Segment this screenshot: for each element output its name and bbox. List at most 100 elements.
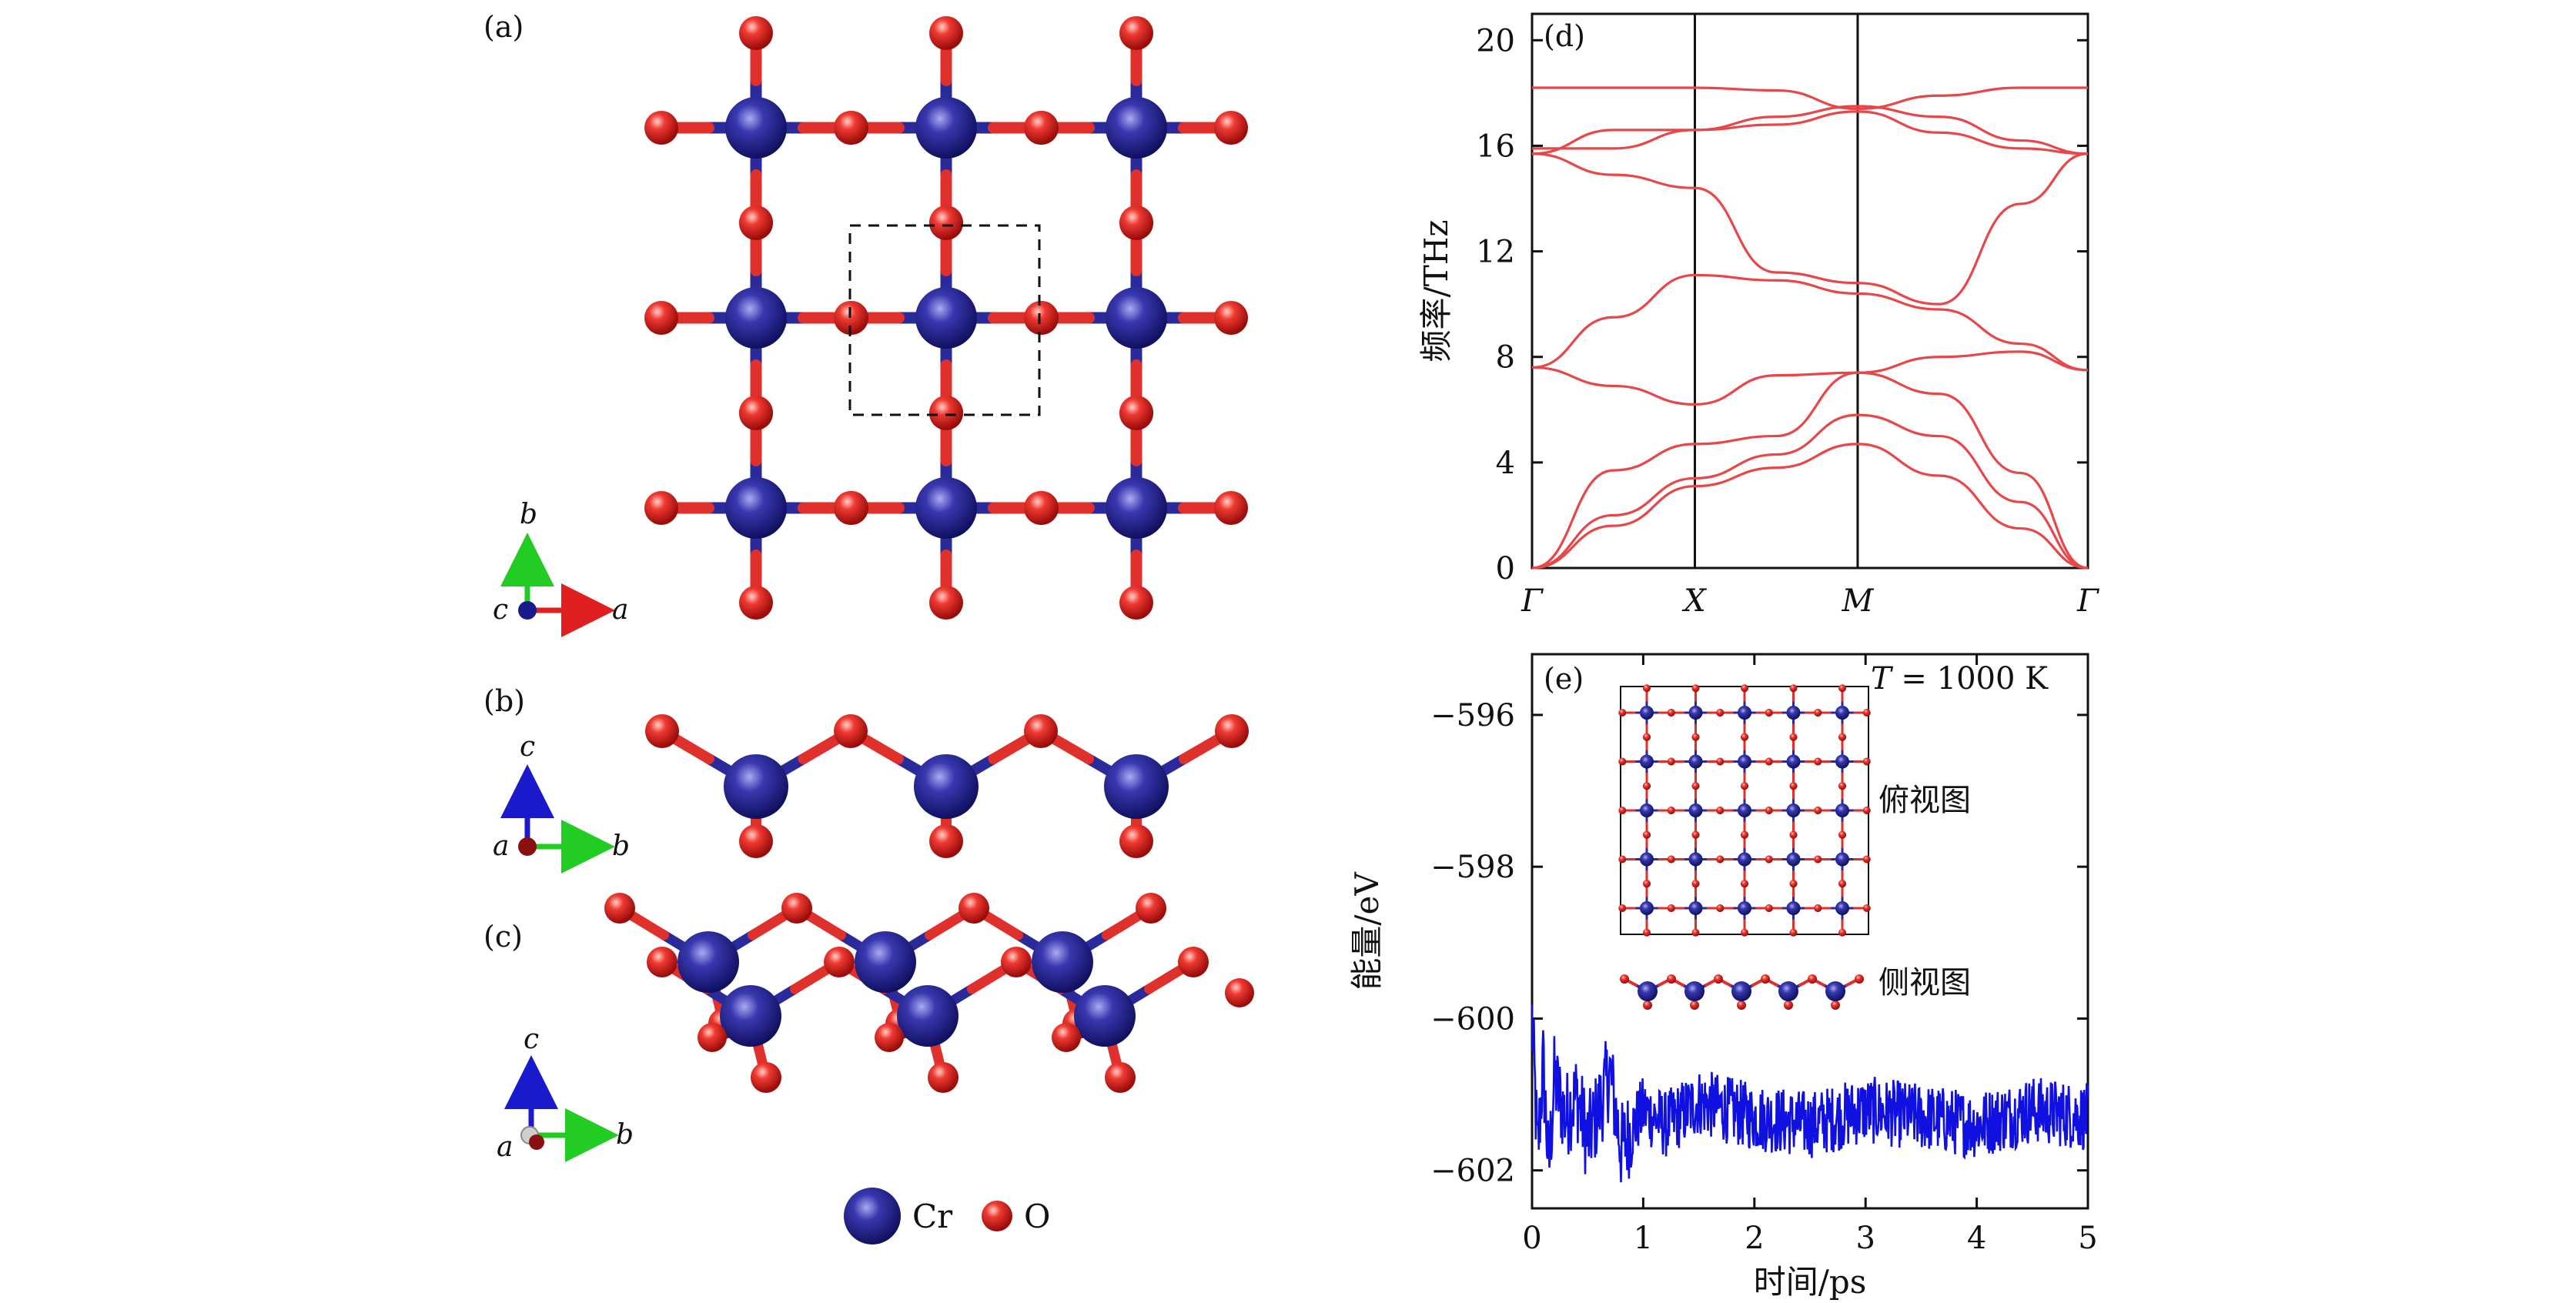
o-atom [1814,855,1822,864]
cr-atom [1106,287,1167,349]
o-atom [929,824,963,858]
o-atom [781,893,812,924]
o-atom [1643,733,1651,741]
panel-c-axes: b c a [497,1024,634,1163]
o-atom [1716,757,1725,766]
o-atom [929,206,963,240]
cr-atom [725,97,787,159]
o-atom [1691,782,1700,790]
o-atom [1741,928,1748,937]
y-tick-label: −598 [1430,850,1515,885]
o-atom [1025,491,1059,525]
cr-atom [1104,754,1169,819]
o-atom [1119,396,1153,430]
o-atom [1716,855,1725,864]
cr-atom [725,287,787,349]
o-atom [1838,880,1846,888]
cr-atom [1688,754,1703,769]
o-atom [1814,904,1822,912]
o-atom [1690,1001,1699,1010]
o-atom [1741,733,1748,741]
energy-x-axis-title: 时间/ps [1754,1263,1867,1301]
o-atom [1667,974,1676,984]
o-atom [929,16,963,50]
panel-a-label: (a) [483,10,524,44]
kpoint-label: Γ [1521,583,1544,619]
o-atom [1105,1062,1136,1093]
o-atom [929,396,963,430]
energy-y-axis-title: 能量/eV [1348,872,1386,991]
o-atom [1215,714,1249,748]
y-tick-label: −596 [1430,698,1515,733]
o-atom [1643,1001,1652,1010]
o-atom [1119,824,1153,858]
kpoint-label: Γ [2076,583,2099,619]
o-atom [875,1023,904,1052]
panel-c-axis-h: b [616,1119,634,1151]
o-atom [739,16,773,50]
o-atom [1838,733,1846,741]
o-atom [1765,709,1773,717]
o-atom [1691,830,1700,839]
phonon-branch-3 [1531,350,2089,406]
o-atom [1025,111,1059,145]
panel-c-label: (c) [483,920,523,954]
y-tick-label: 4 [1496,446,1515,481]
inset-side-view [1620,974,1864,1010]
energy-plot-frame [1531,653,2089,1210]
cr-atom [1778,981,1798,1001]
cr-atom [1640,706,1654,720]
o-atom [1667,904,1675,912]
o-atom [1862,807,1871,814]
o-atom [647,947,677,977]
o-atom [1667,709,1675,717]
panel-b-label: (b) [483,684,525,718]
y-tick-label: 16 [1476,129,1515,164]
cr-atom [1638,981,1658,1001]
o-atom [604,893,635,924]
o-atom [1618,855,1627,864]
o-atom [1838,684,1846,693]
cr-atom [1738,901,1751,915]
cr-atom [915,287,977,349]
o-atom [1862,855,1871,864]
cr-atom [1835,804,1849,817]
o-atom [645,714,679,748]
panel-a-axes: a b c [493,499,628,637]
cr-atom [1074,985,1136,1047]
unit-cell-box [848,224,1041,416]
cr-atom [1688,852,1703,867]
o-atom [1831,1001,1840,1010]
legend-o-label: O [1024,1198,1050,1235]
o-atom [751,1062,781,1093]
o-atom [1620,974,1629,984]
o-atom [1862,904,1871,912]
cr-atom [1032,931,1093,993]
o-atom [1214,301,1248,335]
kpoint-label: X [1681,583,1707,619]
panel-b-axis-h: b [612,830,630,862]
cr-atom [1640,901,1654,915]
cr-atom [855,931,916,993]
o-atom [1741,782,1748,790]
inset-side-label: 侧视图 [1878,965,1971,1001]
o-atom [1643,830,1651,839]
cr-atom [915,97,977,159]
o-atom [1667,757,1675,766]
o-atom [1838,830,1846,839]
o-atom [644,491,678,525]
cr-atom [1786,706,1801,720]
o-atom [1765,757,1773,766]
o-atom [1119,16,1153,50]
y-tick-label: 8 [1496,340,1515,376]
o-atom [1643,928,1651,937]
x-tick-label: 0 [1522,1221,1541,1256]
panel-c-axis-v: c [524,1024,539,1055]
panel-b-axis-v: c [520,731,535,763]
panel-b-axes: b c a [493,731,630,874]
o-atom [1789,830,1798,839]
o-atom [1691,684,1700,693]
phonon-branch-4 [1531,273,2089,372]
o-atom [1618,904,1627,912]
x-tick-label: 4 [1967,1221,1986,1256]
